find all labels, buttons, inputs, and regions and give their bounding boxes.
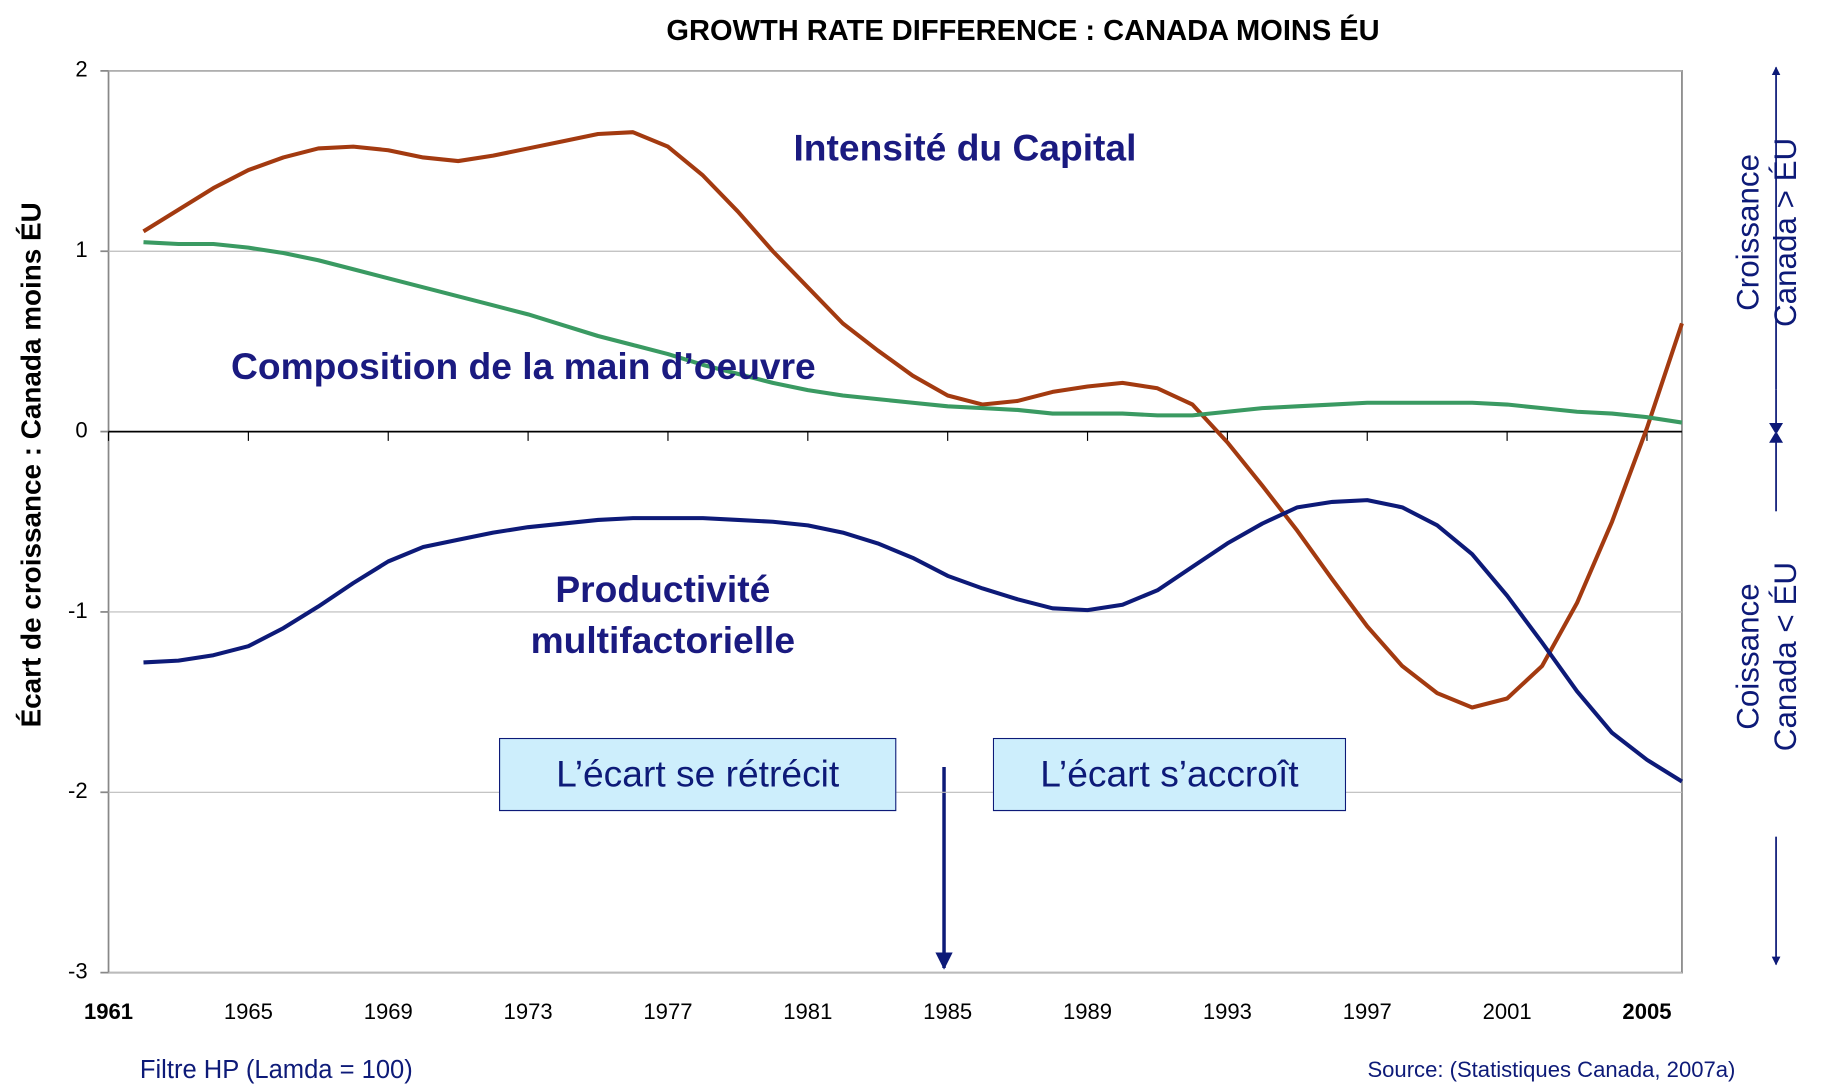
x-tick-label: 1997 [1343,999,1392,1024]
series-label: Composition de la main d’oeuvre [231,345,816,387]
y-axis-label: Écart de croissance : Canada moins ÉU [15,202,46,727]
y-tick-label: -3 [68,958,88,983]
x-tick-label: 2001 [1483,999,1532,1024]
arrow-marker [1769,422,1784,443]
series-line [142,130,1684,710]
series-line [143,240,1683,425]
series-label: Intensité du Capital [793,126,1137,169]
right-label-box: Coissance Canada < ÉU [1730,561,1803,752]
x-tick-label: 1993 [1203,999,1252,1024]
x-tick-label: 2005 [1622,999,1671,1024]
y-tick-label: -1 [68,598,88,623]
y-tick-label: 0 [75,417,87,442]
x-tick-label: 1961 [84,999,133,1024]
annotation: L’écart s’accroît [992,737,1347,812]
series-label: Productivité multifactorielle [530,568,796,662]
note: Filtre HP (Lamda = 100) [140,1056,413,1084]
x-tick-label: 1973 [504,999,553,1024]
right-label-box: Croissance Canada > ÉU [1730,137,1803,328]
y-tick-label: 1 [75,237,87,262]
annotation-box: L’écart se rétrécit [498,737,897,812]
annotation-box: L’écart s’accroît [992,737,1347,812]
annotation: L’écart se rétrécit [498,737,897,812]
x-tick-label: 1977 [643,999,692,1024]
series-label-box: Intensité du Capital [793,126,1137,169]
y-tick-label: -2 [68,778,88,803]
series-line [143,498,1684,784]
series-label-box: Composition de la main d’oeuvre [231,345,816,387]
x-tick-label: 1985 [923,999,972,1024]
y-tick-label: 2 [75,57,87,82]
chart-title: GROWTH RATE DIFFERENCE : CANADA MOINS ÉU [666,13,1379,47]
source: Source: (Statistiques Canada, 2007a) [1367,1057,1735,1082]
series-label-box: Productivité multifactorielle [530,568,796,662]
right-label: Croissance Canada > ÉU [1730,137,1803,328]
x-tick-label: 1965 [224,999,273,1024]
right-label-group: Croissance Canada > ÉU [1730,137,1803,328]
x-tick-label: 1981 [783,999,832,1024]
plot-border [107,70,1683,974]
x-tick-label: 1969 [364,999,413,1024]
right-label-group: Coissance Canada < ÉU [1730,561,1803,752]
x-tick-label: 1989 [1063,999,1112,1024]
right-label: Coissance Canada < ÉU [1730,561,1803,752]
